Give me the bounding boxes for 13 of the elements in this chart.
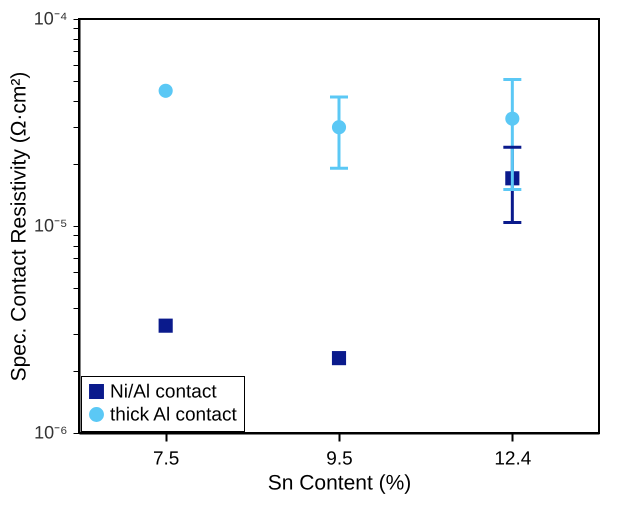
point	[332, 351, 346, 366]
x-tick-label: 9.5	[326, 448, 353, 470]
y-tick-label: 10⁻⁴	[34, 8, 68, 28]
point	[158, 318, 173, 333]
y-tick-label: 10⁻⁵	[34, 216, 68, 236]
y-axis-title: Spec. Contact Resistivity (Ω·cm²)	[8, 72, 31, 382]
legend-label: thick Al contact	[110, 404, 238, 426]
x-tick-label: 7.5	[152, 448, 180, 470]
point	[158, 84, 173, 98]
x-tick-label: 12.4	[494, 448, 532, 470]
x-axis-title: Sn Content (%)	[268, 472, 412, 494]
legend-label: Ni/Al contact	[110, 382, 218, 402]
y-tick-label: 10⁻⁶	[34, 422, 68, 442]
